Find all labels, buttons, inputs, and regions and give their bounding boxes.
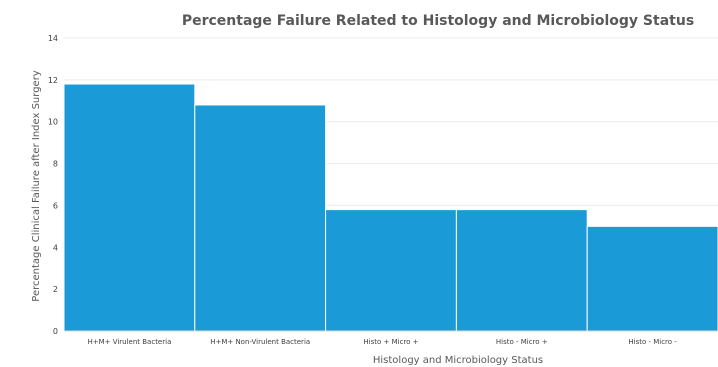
bar [194,104,327,332]
y-axis-title: Percentage Clinical Failure after Index … [31,70,42,302]
y-tick-label: 14 [48,34,58,43]
x-tick-label: Histo - Micro + [496,338,548,346]
y-tick-label: 10 [48,118,58,127]
x-tick-label: H+M+ Virulent Bacteria [87,338,171,346]
y-tick-label: 6 [53,201,58,210]
bar [455,209,588,332]
y-tick-label: 2 [53,285,58,294]
x-tick-label: H+M+ Non-Virulent Bacteria [210,338,310,346]
labels: 0 2 4 6 8 10 12 14 H+M+ Virulent Bacteria H+M+ No… [48,34,677,346]
y-tick-label: 8 [53,160,58,169]
bars [63,83,718,332]
bar [586,225,718,332]
chart-title: Percentage Failure Related to Histology … [182,13,694,29]
y-tick-label: 4 [53,243,58,252]
y-tick-label: 0 [53,327,58,336]
bar [325,209,457,332]
x-tick-label: Histo - Micro - [628,338,677,346]
x-axis-title: Histology and Microbiology Status [373,355,543,366]
y-tick-label: 12 [48,76,58,85]
bar [63,83,196,332]
x-tick-label: Histo + Micro + [363,338,418,346]
